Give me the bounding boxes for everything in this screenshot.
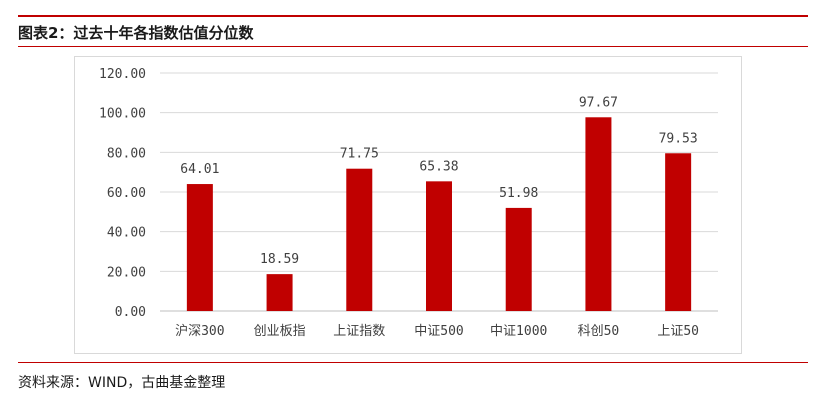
y-tick-label: 100.00 — [99, 107, 146, 122]
x-tick-label: 沪深300 — [175, 323, 224, 339]
data-label: 79.53 — [659, 131, 698, 146]
y-axis-ticks: 0.00 20.00 40.00 60.00 80.00 100.00 120.00 — [99, 67, 146, 320]
bar — [665, 153, 692, 311]
x-tick-label: 中证500 — [414, 324, 463, 339]
bottom-rule — [18, 362, 808, 363]
data-label: 65.38 — [419, 159, 458, 174]
data-label: 51.98 — [499, 186, 538, 201]
source-note: 资料来源：WIND，古曲基金整理 — [18, 375, 226, 391]
data-label: 18.59 — [260, 252, 299, 267]
bars — [186, 117, 692, 311]
y-tick-label: 0.00 — [115, 305, 146, 320]
data-labels: 64.01 18.59 71.75 65.38 51.98 97.67 79.53 — [180, 95, 697, 267]
y-tick-label: 60.00 — [107, 186, 146, 201]
top-rule — [18, 15, 808, 17]
bar — [346, 168, 373, 311]
y-tick-label: 20.00 — [107, 265, 146, 280]
x-axis-ticks: 沪深300 创业板指 上证指数 中证500 中证1000 科创50 上证50 — [175, 323, 699, 339]
x-tick-label: 科创50 — [578, 324, 620, 339]
x-tick-label: 中证1000 — [490, 324, 547, 339]
y-tick-label: 120.00 — [99, 67, 146, 82]
bar — [505, 207, 532, 311]
bar — [186, 184, 213, 311]
chart-frame — [74, 56, 742, 354]
figure-title: 图表2：过去十年各指数估值分位数 — [18, 24, 254, 42]
x-tick-label: 上证50 — [657, 324, 699, 339]
x-tick-label: 创业板指 — [254, 324, 306, 339]
y-tick-label: 80.00 — [107, 146, 146, 161]
bar — [266, 274, 293, 311]
title-rule — [18, 46, 808, 47]
data-label: 97.67 — [579, 95, 618, 110]
data-label: 71.75 — [340, 147, 379, 162]
y-tick-label: 40.00 — [107, 226, 146, 241]
bar — [426, 181, 452, 311]
bar — [585, 117, 612, 311]
data-label: 64.01 — [180, 162, 219, 177]
x-tick-label: 上证指数 — [333, 324, 385, 339]
